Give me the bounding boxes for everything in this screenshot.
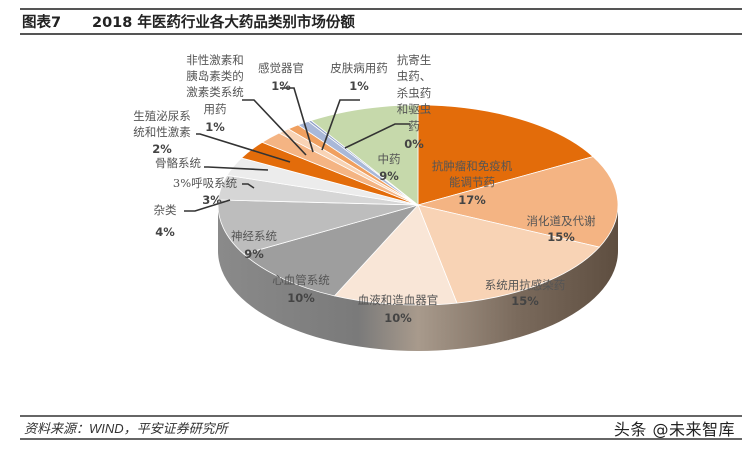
slice-label-value: 15% [547,230,575,244]
slice-label-value: 15% [511,294,539,308]
slice-label-value: 10% [287,291,315,305]
slice-label-name: 神经系统 [231,229,277,243]
outside-label-name: 3%呼吸系统 [173,176,238,190]
outside-label-name: 皮肤病用药 [330,61,388,75]
top-rule [20,8,742,10]
slice-label-name: 消化道及代谢 [527,214,596,228]
slice-label-value: 17% [458,193,486,207]
watermark: 头条 @未来智库 [613,420,735,439]
leader-line [242,99,307,156]
outside-label-name: 抗寄生 [397,53,432,67]
outside-label-value: 1% [349,79,369,93]
outside-label-value: 1% [271,79,291,93]
outside-label-name: 用药 [204,102,227,116]
pie-slice [310,104,419,206]
pie-side [218,205,618,351]
outside-label-name: 生殖泌尿系 [133,109,191,123]
outside-label-name: 统和性激素 [133,125,191,139]
outside-label-name: 胰岛素类的 [186,69,244,83]
slice-label-name: 抗肿瘤和免疫机 [432,159,513,173]
source-note: 资料来源：WIND，平安证券研究所 [24,421,228,436]
pie-chart: 抗肿瘤和免疫机 能调节药 17% 消化道及代谢 15% 系统用抗感染药 15% … [133,53,619,351]
pie-slice [217,199,419,255]
footer-rule-top [20,415,742,417]
slice-label-value: 10% [384,311,412,325]
leader-line [196,133,291,163]
outside-label-name: 虫药、 [397,69,432,83]
slice-label-value: 9% [379,169,399,183]
slice-label-name: 中药 [378,152,401,166]
figure-label: 图表7 [22,14,62,31]
slice-label-value: 9% [244,247,264,261]
leader-line [184,199,231,212]
leader-line [280,87,314,153]
outside-label-value: 3% [202,193,222,207]
outside-label-name: 杀虫药 [397,86,432,100]
outside-label-value: 2% [152,142,172,156]
outside-label-name: 激素类系统 [186,85,244,99]
outside-label-name: 感觉器官 [258,61,304,75]
outside-label-value: 1% [205,120,225,134]
title-rule [20,33,742,35]
leader-line [204,166,269,171]
pie-slice [417,156,619,248]
pie-slices [217,104,619,306]
outside-label-name: 非性激素和 [186,53,244,67]
slice-label-name: 能调节药 [449,175,495,189]
chart-title: 2018 年医药行业各大药品类别市场份额 [92,14,355,31]
outside-label-name: 和驱虫 [397,102,432,116]
pie-slice [417,204,601,304]
outside-label-name: 骨骼系统 [155,156,201,170]
pie-slice [242,204,420,297]
slice-label-name: 心血管系统 [272,273,330,287]
pie-slice [333,204,458,306]
leader-lines [184,87,410,212]
leader-line [242,183,255,189]
slice-label-name: 系统用抗感染药 [485,278,566,292]
outside-label-name: 药 [408,119,420,133]
pie-slice [417,104,594,206]
slice-label-name: 血液和造血器官 [358,293,439,307]
figure-header: 图表7 2018 年医药行业各大药品类别市场份额 [22,11,355,31]
leader-line [321,99,360,151]
outside-label-name: 杂类 [154,203,177,217]
leader-line [344,123,410,149]
outside-label-value: 4% [155,225,175,239]
footer-rule-bottom [20,438,742,440]
pie-side-wall [218,205,618,351]
outside-label-value: 0% [404,137,424,151]
